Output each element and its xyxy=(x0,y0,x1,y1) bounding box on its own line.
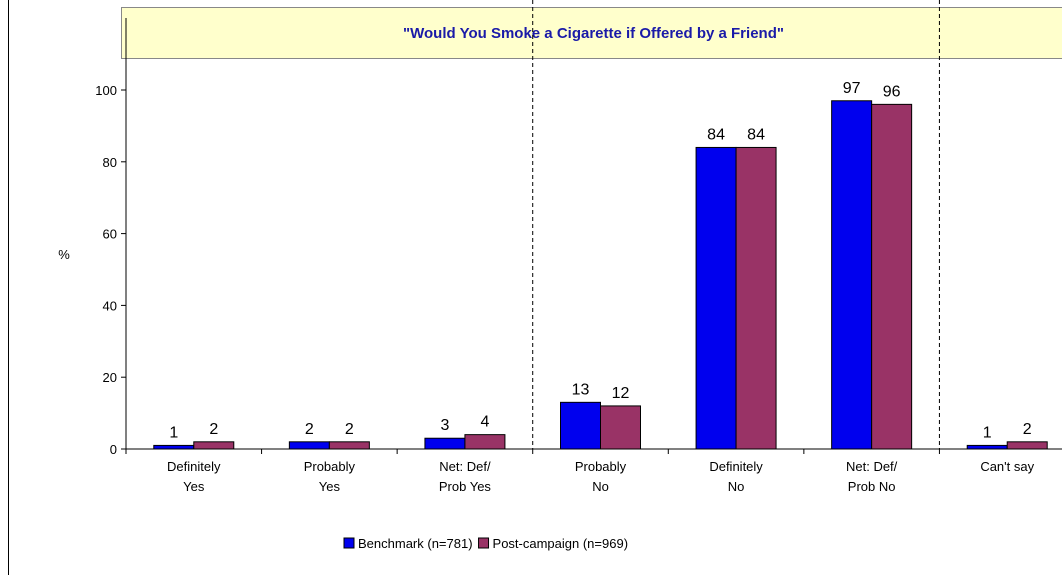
bars xyxy=(153,100,1048,450)
y-tick-label: 40 xyxy=(103,298,117,313)
x-tick-label: Net: Def/Prob No xyxy=(846,459,898,494)
chart-frame xyxy=(8,0,1062,575)
bar xyxy=(288,441,330,450)
axes: 0 20 40 60 80 100% xyxy=(58,18,1062,457)
data-label: 2 xyxy=(209,421,218,438)
data-label: 97 xyxy=(843,80,861,97)
y-axis-label: % xyxy=(58,247,70,262)
x-tick-label: Net: Def/Prob Yes xyxy=(439,459,492,494)
bar xyxy=(735,146,777,450)
legend-item-label: Post-campaign (n=969) xyxy=(493,536,629,551)
bar xyxy=(464,434,506,450)
data-label: 12 xyxy=(612,385,630,402)
x-tick-label: Probably Yes xyxy=(304,459,356,494)
y-tick-label: 80 xyxy=(103,155,117,170)
x-tick-label: Can't say xyxy=(980,459,1034,474)
legend: Benchmark (n=781) Post-campaign (n=969) xyxy=(343,536,629,551)
x-tick-label: Probably No xyxy=(575,459,627,494)
data-label: 1 xyxy=(983,424,992,441)
chart-title: "Would You Smoke a Cigarette if Offered … xyxy=(121,7,1062,59)
bar xyxy=(193,441,235,450)
data-label: 2 xyxy=(345,421,354,438)
data-label: 3 xyxy=(440,417,449,434)
bar xyxy=(831,100,873,450)
data-label: 1 xyxy=(169,424,178,441)
bar xyxy=(871,103,913,450)
data-label: 4 xyxy=(480,414,489,431)
bar xyxy=(695,146,737,450)
bar xyxy=(424,437,466,450)
y-tick-label: 60 xyxy=(103,227,117,242)
data-label: 2 xyxy=(1023,421,1032,438)
bar xyxy=(153,444,195,450)
y-tick-label: 20 xyxy=(103,370,117,385)
y-tick-label: 100 xyxy=(95,83,117,98)
legend-swatch xyxy=(343,537,355,549)
legend-swatch xyxy=(478,537,490,549)
x-tick-label: Definitely No xyxy=(709,459,763,494)
bar xyxy=(1006,441,1048,450)
bar xyxy=(560,401,601,450)
data-label: 13 xyxy=(572,381,590,398)
data-label: 96 xyxy=(883,83,901,100)
y-tick-label: 0 xyxy=(110,442,117,457)
data-label: 84 xyxy=(707,126,725,143)
data-label: 84 xyxy=(747,126,765,143)
bar xyxy=(600,405,641,450)
legend-item-label: Benchmark (n=781) xyxy=(358,536,473,551)
x-tick-label: Definitely Yes xyxy=(167,459,221,494)
data-label: 2 xyxy=(305,421,314,438)
group-dividers xyxy=(532,0,940,449)
bar xyxy=(966,444,1008,450)
bar xyxy=(328,441,370,450)
